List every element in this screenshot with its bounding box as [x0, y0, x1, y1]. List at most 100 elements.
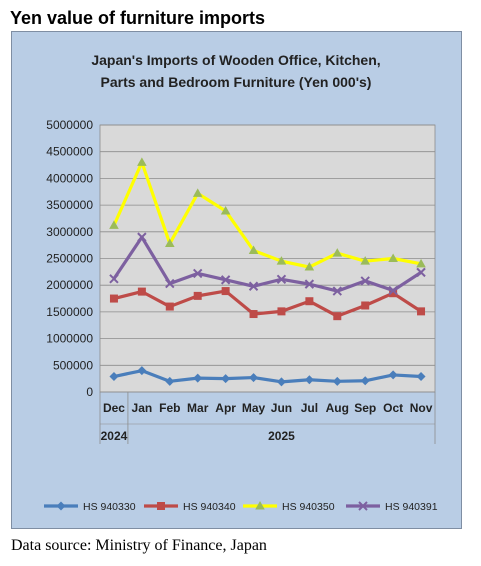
series-hs-940350 [109, 157, 426, 271]
x-tick-label: Jun [271, 401, 292, 415]
chart-title-line-1: Japan's Imports of Wooden Office, Kitche… [91, 52, 380, 68]
legend-marker [358, 501, 368, 511]
data-point [109, 220, 119, 229]
legend-label: HS 940330 [83, 501, 136, 513]
data-point [165, 376, 175, 386]
data-point [417, 307, 426, 316]
data-point [249, 310, 258, 319]
data-point [193, 373, 203, 383]
data-point [333, 312, 342, 321]
data-point [304, 375, 314, 385]
data-point [361, 301, 370, 310]
data-point [304, 279, 315, 289]
x-tick-label: Jan [132, 401, 153, 415]
data-point [137, 366, 147, 376]
line-chart: Japan's Imports of Wooden Office, Kitche… [44, 52, 438, 513]
data-point [416, 267, 426, 278]
x-tick-label: Jul [301, 401, 318, 415]
y-tick-label: 4000000 [46, 171, 93, 185]
chart-frame: Japan's Imports of Wooden Office, Kitche… [11, 31, 462, 529]
series-hs-940391 [109, 232, 426, 296]
data-point [165, 302, 174, 311]
x-tick-label: Dec [103, 401, 125, 415]
y-tick-label: 4500000 [46, 145, 93, 159]
x-group-label: 2024 [101, 429, 128, 443]
y-tick-label: 1500000 [46, 305, 93, 319]
legend-marker [255, 501, 265, 510]
series-line [113, 369, 422, 384]
data-point [332, 248, 343, 257]
data-point [332, 376, 342, 386]
y-axis: 0 500000 1000000 1500000 2000000 2500000 30000… [46, 118, 93, 399]
series-line [112, 160, 422, 269]
data-point [221, 287, 230, 296]
source-note: Data source: Ministry of Finance, Japan [11, 537, 267, 554]
legend-item: HS 940350 [243, 501, 335, 513]
legend-label: HS 940340 [183, 501, 236, 513]
data-point [388, 370, 398, 380]
data-point [193, 291, 202, 300]
series-hs-940340 [109, 287, 426, 321]
data-point [276, 256, 287, 265]
legend-label: HS 940350 [282, 501, 335, 513]
data-point [332, 286, 342, 296]
x-tick-label: May [242, 401, 266, 415]
data-point [360, 276, 370, 286]
x-tick-label: Apr [215, 401, 236, 415]
x-tick-label: Aug [326, 401, 349, 415]
data-point [276, 377, 286, 387]
y-tick-label: 500000 [53, 358, 93, 372]
data-point [137, 232, 147, 242]
data-point [305, 297, 314, 306]
data-point [248, 281, 259, 291]
x-tick-label: Feb [159, 401, 180, 415]
legend-item: HS 940330 [44, 501, 136, 513]
data-point [304, 262, 315, 271]
data-point [276, 274, 287, 285]
data-point [360, 376, 370, 386]
series-line [112, 235, 422, 293]
chart-title: Japan's Imports of Wooden Office, Kitche… [91, 52, 380, 90]
series-line [113, 289, 422, 318]
legend-item: HS 940391 [346, 501, 438, 513]
data-point [164, 238, 175, 248]
data-point [193, 268, 203, 279]
data-point [360, 256, 371, 265]
data-point [277, 307, 286, 316]
legend-marker [157, 502, 165, 510]
data-point [220, 275, 231, 285]
y-tick-label: 1000000 [46, 332, 93, 346]
y-tick-label: 2000000 [46, 278, 93, 292]
y-tick-label: 2500000 [46, 252, 93, 266]
data-point [192, 188, 203, 197]
data-point [221, 374, 231, 384]
data-point [109, 372, 119, 382]
series-hs-940330 [109, 366, 426, 387]
y-tick-label: 3000000 [46, 225, 93, 239]
page-heading: Yen value of furniture imports [10, 8, 266, 28]
data-point [165, 278, 175, 289]
y-tick-label: 3500000 [46, 198, 93, 212]
data-point [220, 205, 231, 215]
data-point [137, 287, 146, 296]
data-point [248, 245, 259, 254]
data-point [416, 372, 426, 382]
y-tick-label: 0 [86, 385, 93, 399]
data-point [416, 258, 426, 268]
data-point [249, 373, 259, 383]
data-point [137, 157, 147, 166]
x-axis: Dec Jan Feb Mar Apr May Jun Jul Aug Sep Oct Nov 2024… [99, 392, 436, 444]
data-point [388, 285, 398, 296]
y-tick-label: 5000000 [46, 118, 93, 132]
chart-title-line-2: Parts and Bedroom Furniture (Yen 000's) [101, 74, 372, 90]
x-tick-label: Sep [354, 401, 376, 415]
legend-label: HS 940391 [385, 501, 438, 513]
data-point [109, 274, 119, 284]
x-group-label: 2025 [268, 429, 295, 443]
x-tick-label: Mar [187, 401, 209, 415]
x-tick-label: Nov [410, 401, 433, 415]
series-layer [109, 157, 426, 387]
legend: HS 940330 HS 940340 HS 940350 HS 940391 [44, 501, 438, 513]
data-point [389, 289, 398, 298]
legend-marker [56, 501, 66, 511]
